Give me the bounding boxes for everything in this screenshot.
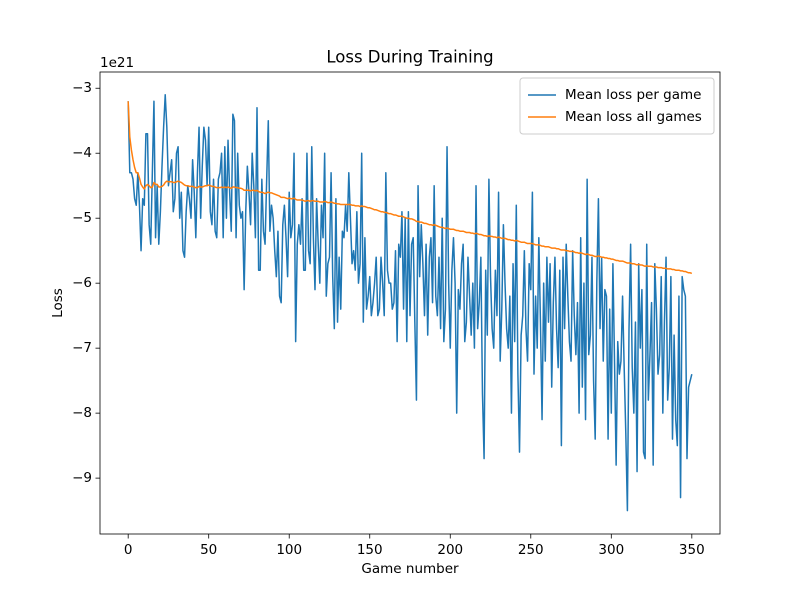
x-tick-label: 200 xyxy=(437,542,463,558)
legend-label: Mean loss all games xyxy=(565,109,702,125)
x-tick-label: 100 xyxy=(276,542,302,558)
plot-frame xyxy=(99,71,721,535)
data-line xyxy=(127,93,693,512)
y-axis-label: Loss xyxy=(50,288,66,318)
y-tick-label: −4 xyxy=(72,145,92,161)
legend-label: Mean loss per game xyxy=(565,87,701,103)
x-tick-label: 350 xyxy=(679,542,705,558)
y-tick-label: −5 xyxy=(72,210,92,226)
x-tick-label: 0 xyxy=(124,542,133,558)
y-tick-label: −7 xyxy=(72,340,92,356)
data-line xyxy=(127,101,693,275)
x-tick-label: 250 xyxy=(518,542,544,558)
x-tick-label: 300 xyxy=(598,542,624,558)
x-axis-label: Game number xyxy=(361,561,459,577)
x-tick-label: 50 xyxy=(200,542,217,558)
legend-box xyxy=(519,77,715,135)
y-tick-label: −6 xyxy=(72,275,92,291)
y-tick-label: −8 xyxy=(72,405,92,421)
y-tick-label: −3 xyxy=(72,80,92,96)
y-offset-label: 1e21 xyxy=(100,55,134,71)
y-tick-label: −9 xyxy=(72,470,92,486)
x-tick-label: 150 xyxy=(357,542,383,558)
chart-title: Loss During Training xyxy=(326,48,493,67)
